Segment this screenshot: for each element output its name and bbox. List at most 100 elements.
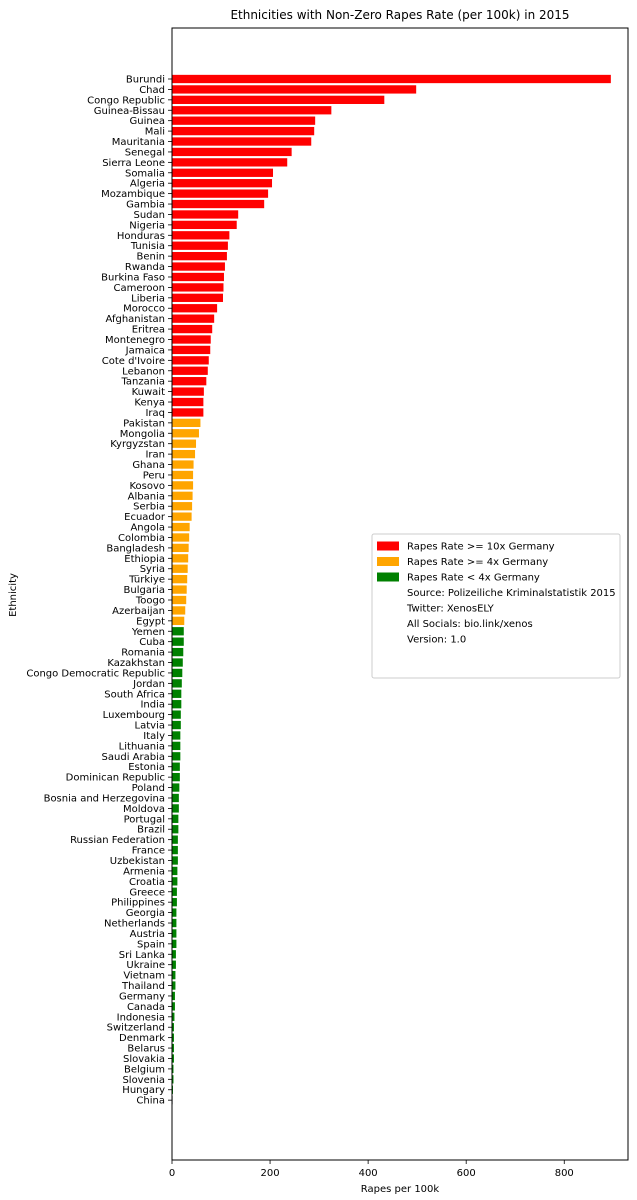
y-tick-label: Guinea-Bissau bbox=[94, 106, 165, 117]
bar bbox=[172, 512, 192, 521]
bar bbox=[172, 272, 224, 282]
bar bbox=[172, 179, 273, 188]
bar bbox=[172, 637, 184, 646]
legend-label: Source: Polizeiliche Kriminalstatistik 2… bbox=[407, 588, 616, 599]
bar bbox=[172, 502, 193, 511]
bar bbox=[172, 1023, 174, 1032]
y-tick-label: Lebanon bbox=[122, 366, 165, 377]
bar bbox=[172, 460, 194, 469]
y-tick-label: Nigeria bbox=[129, 220, 165, 231]
x-tick-label: 0 bbox=[169, 1168, 175, 1179]
y-axis-title: Ethnicity bbox=[8, 573, 19, 617]
y-tick-label: Somalia bbox=[125, 168, 165, 179]
y-tick-label: Bulgaria bbox=[124, 585, 165, 596]
bar bbox=[172, 1012, 175, 1021]
bar bbox=[172, 731, 181, 740]
bar bbox=[172, 856, 178, 865]
y-tick-label: Sierra Leone bbox=[102, 158, 165, 169]
y-tick-label: Toogo bbox=[135, 596, 165, 607]
bar bbox=[172, 616, 185, 625]
y-tick-label: Ecuador bbox=[124, 512, 166, 523]
y-tick-label: Sri Lanka bbox=[119, 950, 165, 961]
bar bbox=[172, 449, 196, 459]
bar bbox=[172, 606, 186, 615]
bar bbox=[172, 554, 189, 563]
y-tick-label: Congo Democratic Republic bbox=[26, 668, 165, 679]
legend-box bbox=[371, 533, 621, 679]
bar bbox=[172, 689, 182, 698]
y-tick-label: Mali bbox=[145, 127, 165, 138]
y-tick-label: Syria bbox=[140, 564, 165, 575]
y-tick-label: Guinea bbox=[130, 116, 165, 127]
y-tick-label: Burkina Faso bbox=[101, 272, 165, 283]
y-tick-label: Mozambique bbox=[101, 189, 165, 200]
bar bbox=[172, 1043, 174, 1053]
bar bbox=[172, 700, 182, 709]
bar bbox=[172, 377, 207, 386]
bar bbox=[172, 1002, 175, 1011]
bar bbox=[172, 116, 316, 125]
bar bbox=[172, 408, 204, 417]
y-tick-label: Kyrgyzstan bbox=[110, 439, 165, 450]
bar bbox=[172, 783, 180, 792]
y-tick-label: Belarus bbox=[127, 1044, 165, 1055]
bar bbox=[172, 314, 215, 323]
bar bbox=[172, 85, 417, 94]
bar bbox=[172, 835, 178, 844]
bar bbox=[172, 397, 204, 407]
bar bbox=[172, 825, 179, 834]
bar bbox=[172, 262, 225, 271]
y-tick-label: Kuwait bbox=[132, 387, 165, 398]
bar bbox=[172, 210, 239, 219]
y-tick-label: Egypt bbox=[136, 616, 165, 627]
bar bbox=[172, 679, 182, 688]
y-tick-label: Sudan bbox=[134, 210, 166, 221]
bar bbox=[172, 647, 184, 657]
bar bbox=[172, 564, 188, 573]
y-tick-label: Switzerland bbox=[107, 1023, 165, 1034]
y-tick-label: Romania bbox=[121, 648, 165, 659]
bar bbox=[172, 283, 224, 292]
bar bbox=[172, 658, 183, 667]
bar bbox=[172, 866, 178, 876]
y-tick-label: Mauritania bbox=[112, 137, 165, 148]
y-tick-label: Pakistan bbox=[123, 418, 165, 429]
bar bbox=[172, 147, 292, 157]
bar bbox=[172, 231, 230, 240]
x-tick-label: 600 bbox=[457, 1168, 476, 1179]
y-tick-label: Germany bbox=[119, 991, 165, 1002]
y-tick-label: Peru bbox=[143, 470, 165, 481]
y-tick-label: Tunisia bbox=[130, 241, 165, 252]
x-axis: 0 200 400 600 800 bbox=[169, 1160, 574, 1179]
bar bbox=[172, 668, 183, 678]
bar bbox=[172, 345, 211, 355]
bar bbox=[172, 304, 218, 313]
y-tick-label: Belgium bbox=[124, 1064, 165, 1075]
x-tick-label: 400 bbox=[359, 1168, 378, 1179]
bar bbox=[172, 595, 187, 605]
y-tick-label: Spain bbox=[137, 939, 165, 950]
bar bbox=[172, 898, 177, 907]
y-tick-label: Mongolia bbox=[120, 429, 165, 440]
y-tick-label: Rwanda bbox=[125, 262, 165, 273]
y-tick-label: Lithuania bbox=[119, 741, 165, 752]
bar bbox=[172, 324, 213, 334]
y-tick-label: Eritrea bbox=[132, 325, 165, 336]
y-tick-label: Congo Republic bbox=[87, 95, 165, 106]
y-tick-label: Burundi bbox=[126, 75, 165, 86]
y-tick-label: Uzbekistan bbox=[110, 856, 165, 867]
y-tick-label: Greece bbox=[129, 887, 165, 898]
y-tick-label: Cameroon bbox=[114, 283, 165, 294]
y-tick-label: Armenia bbox=[123, 866, 165, 877]
y-tick-label: Italy bbox=[143, 731, 165, 742]
bar bbox=[172, 918, 177, 928]
bar bbox=[172, 126, 315, 136]
legend: Rapes Rate >= 10x Germany Rapes Rate >= 4… bbox=[371, 533, 621, 679]
y-tick-label: Luxembourg bbox=[103, 710, 165, 721]
bar bbox=[172, 251, 227, 261]
bar bbox=[172, 158, 288, 167]
bar bbox=[172, 845, 178, 855]
bars-group bbox=[172, 74, 611, 1105]
legend-label: Rapes Rate >= 10x Germany bbox=[407, 542, 555, 553]
bar bbox=[172, 137, 312, 146]
